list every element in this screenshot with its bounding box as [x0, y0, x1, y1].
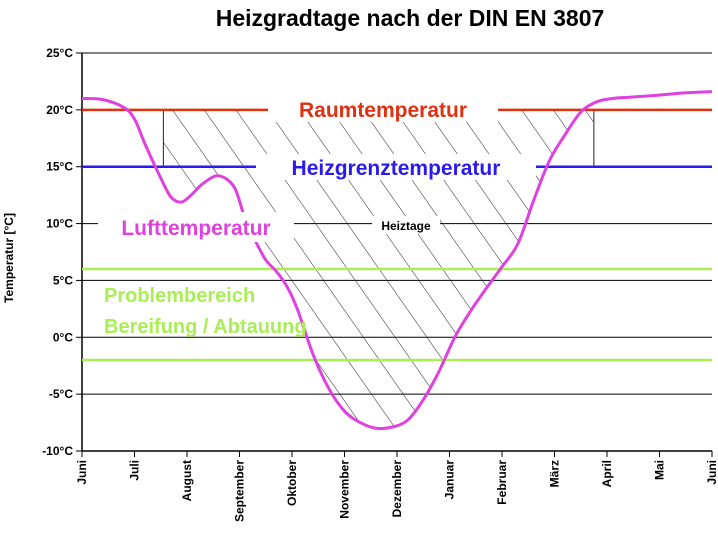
x-tick-label: Oktober — [285, 460, 299, 506]
x-axis-ticks: Juni Juli August September Oktober November De… — [75, 451, 718, 522]
data-series — [81, 90, 713, 431]
y-tick-label: 0°C — [53, 330, 73, 344]
annotation-problembereich: Problembereich — [104, 285, 255, 307]
annotation-bereifung-abtauung: Bereifung / Abtauung — [104, 316, 307, 338]
heizgrenz-label-bg — [256, 154, 536, 180]
x-tick-label: Januar — [443, 460, 457, 500]
x-tick-label: Juni — [705, 460, 718, 485]
x-tick-label: Juli — [128, 460, 142, 481]
x-tick-label: August — [180, 460, 194, 501]
y-tick-label: 5°C — [53, 273, 73, 287]
x-tick-label: April — [600, 460, 614, 487]
annotation-raumtemperatur: Raumtemperatur — [299, 99, 467, 122]
x-tick-label: September — [233, 460, 247, 522]
x-tick-label: Juni — [75, 460, 89, 485]
x-tick-label: Mai — [653, 460, 667, 480]
x-tick-label: November — [338, 460, 352, 519]
raum-label-bg — [268, 96, 498, 122]
x-tick-label: Februar — [495, 460, 509, 505]
annotations: Raumtemperatur Heizgrenztemperatur Luftt… — [98, 96, 536, 338]
chart-title: Heizgradtage nach der DIN EN 3807 — [216, 5, 605, 31]
y-axis-ticks: 25°C 20°C 15°C 10°C 5°C 0°C -5°C -10°C — [42, 46, 82, 458]
x-tick-label: März — [548, 460, 562, 487]
y-axis-title: Temperatur [°C] — [2, 213, 16, 303]
annotation-heizgrenztemperatur: Heizgrenztemperatur — [292, 157, 501, 180]
y-tick-label: 10°C — [46, 217, 73, 231]
y-tick-label: 15°C — [46, 160, 73, 174]
y-tick-label: 20°C — [46, 103, 73, 117]
y-tick-label: 25°C — [46, 46, 73, 60]
annotation-lufttemperatur: Lufttemperatur — [121, 217, 270, 240]
series-line-lufttemperatur — [81, 90, 713, 431]
heiztage-label-bg — [372, 216, 440, 234]
luft-label-bg — [98, 212, 294, 242]
y-tick-label: -5°C — [49, 387, 73, 401]
x-tick-label: Dezember — [390, 460, 404, 518]
y-tick-label: -10°C — [42, 444, 73, 458]
annotation-heiztage: Heiztage — [381, 219, 431, 233]
